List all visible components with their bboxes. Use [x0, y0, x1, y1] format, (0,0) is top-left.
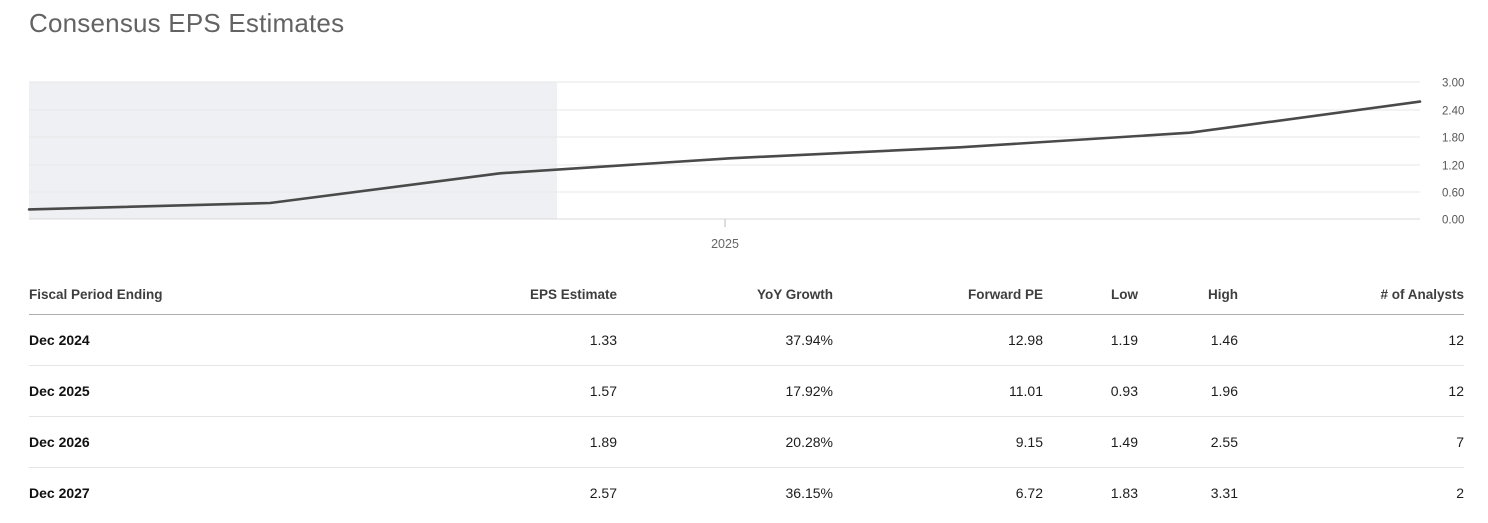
- column-header: YoY Growth: [756, 286, 833, 302]
- table-header-row: Fiscal Period Ending EPS Estimate YoY Grow…: [29, 274, 1464, 315]
- fiscal-period-cell: Dec 2026: [29, 434, 90, 450]
- column-header: # of Analysts: [1380, 286, 1464, 302]
- value-cell: 12: [1448, 383, 1464, 399]
- value-cell: 36.15%: [785, 485, 833, 501]
- value-cell: 11.01: [1009, 383, 1043, 399]
- x-axis-tick-label: 2025: [711, 237, 739, 251]
- value-cell: 6.72: [1015, 485, 1043, 501]
- value-cell: 0.93: [1110, 383, 1138, 399]
- table-row: Dec 2026 1.89 20.28% 9.15 1.49 2.55 7: [29, 417, 1464, 468]
- table-body: Dec 2024 1.33 37.94% 12.98 1.19 1.46 12 Dec 202…: [29, 315, 1464, 518]
- y-axis-tick-label: 3.00: [1442, 78, 1464, 90]
- value-cell: 1.46: [1210, 332, 1238, 348]
- value-cell: 2: [1456, 485, 1464, 501]
- value-cell: 17.92%: [785, 383, 833, 399]
- y-axis-tick-label: 0.60: [1442, 188, 1464, 200]
- column-header: Low: [1111, 286, 1138, 302]
- column-header: Forward PE: [967, 286, 1043, 302]
- value-cell: 2.55: [1210, 434, 1238, 450]
- eps-line-series: [27, 100, 1422, 211]
- table-row: Dec 2025 1.57 17.92% 11.01 0.93 1.96 12: [29, 366, 1464, 417]
- value-cell: 1.83: [1110, 485, 1138, 501]
- value-cell: 9.15: [1015, 434, 1043, 450]
- value-cell: 1.19: [1110, 332, 1138, 348]
- historical-shaded-region: [29, 82, 557, 219]
- fiscal-period-cell: Dec 2027: [29, 485, 90, 501]
- value-cell: 1.89: [589, 434, 617, 450]
- value-cell: 1.49: [1110, 434, 1138, 450]
- eps-estimates-table: Fiscal Period Ending EPS Estimate YoY Grow…: [29, 274, 1464, 518]
- table-row: Dec 2027 2.57 36.15% 6.72 1.83 3.31 2: [29, 468, 1464, 518]
- fiscal-period-cell: Dec 2025: [29, 383, 90, 399]
- value-cell: 3.31: [1210, 485, 1238, 501]
- value-cell: 1.96: [1210, 383, 1238, 399]
- column-header: Fiscal Period Ending: [29, 286, 163, 302]
- column-header: EPS Estimate: [529, 286, 617, 302]
- fiscal-period-cell: Dec 2024: [29, 332, 90, 348]
- value-cell: 7: [1456, 434, 1464, 450]
- y-axis-tick-label: 0.00: [1442, 215, 1464, 227]
- value-cell: 20.28%: [785, 434, 833, 450]
- y-axis-tick-label: 2.40: [1442, 106, 1464, 118]
- eps-line-chart: 3.00 2.40 1.80 1.20 0.60 0.00 2025: [27, 78, 1464, 251]
- y-axis-tick-label: 1.20: [1442, 161, 1464, 173]
- section-title: Consensus EPS Estimates: [29, 8, 345, 38]
- value-cell: 1.57: [589, 383, 617, 399]
- value-cell: 12: [1448, 332, 1464, 348]
- value-cell: 2.57: [589, 485, 617, 501]
- value-cell: 37.94%: [785, 332, 833, 348]
- value-cell: 1.33: [589, 332, 617, 348]
- table-row: Dec 2024 1.33 37.94% 12.98 1.19 1.46 12: [29, 315, 1464, 366]
- value-cell: 12.98: [1007, 332, 1043, 348]
- column-header: High: [1208, 286, 1238, 302]
- y-axis-tick-label: 1.80: [1442, 133, 1464, 145]
